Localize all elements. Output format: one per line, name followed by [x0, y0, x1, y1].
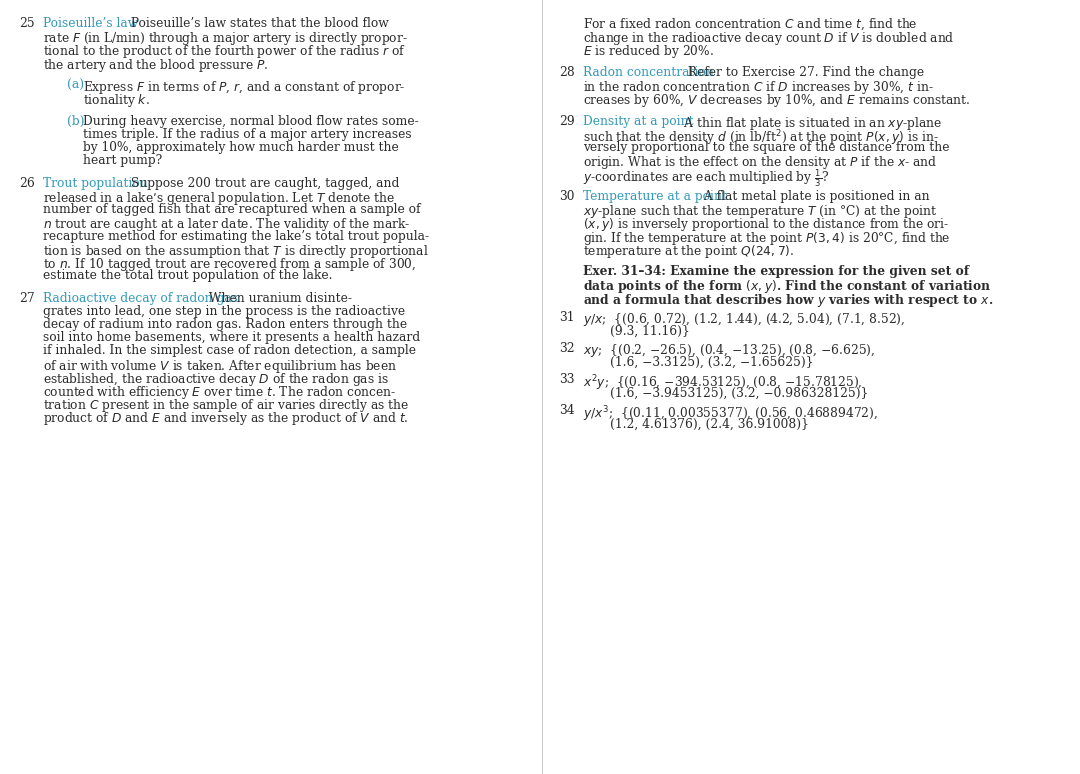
Text: temperature at the point $Q(24, 7)$.: temperature at the point $Q(24, 7)$. [583, 243, 795, 260]
Text: $y/x$;  {(0.6, 0.72), (1.2, 1.44), (4.2, 5.04), (7.1, 8.52),: $y/x$; {(0.6, 0.72), (1.2, 1.44), (4.2, … [583, 311, 905, 328]
Text: soil into home basements, where it presents a health hazard: soil into home basements, where it prese… [43, 331, 420, 344]
Text: tionality $k$.: tionality $k$. [83, 92, 150, 109]
Text: change in the radioactive decay count $D$ if $V$ is doubled and: change in the radioactive decay count $D… [583, 30, 955, 47]
Text: heart pump?: heart pump? [83, 154, 162, 167]
Text: $y/x^3$;  {(0.11, 0.00355377), (0.56, 0.46889472),: $y/x^3$; {(0.11, 0.00355377), (0.56, 0.4… [583, 405, 878, 424]
Text: Density at a point: Density at a point [583, 115, 693, 128]
Text: 31: 31 [559, 311, 575, 324]
Text: $n$ trout are caught at a later date. The validity of the mark-: $n$ trout are caught at a later date. Th… [43, 217, 410, 233]
Text: rate $F$ (in L/min) through a major artery is directly propor-: rate $F$ (in L/min) through a major arte… [43, 30, 408, 47]
Text: $xy$;  {(0.2, −26.5), (0.4, −13.25), (0.8, −6.625),: $xy$; {(0.2, −26.5), (0.4, −13.25), (0.8… [583, 342, 876, 359]
Text: 32: 32 [559, 342, 575, 355]
Text: Temperature at a point: Temperature at a point [583, 190, 727, 203]
Text: origin. What is the effect on the density at $P$ if the $x$- and: origin. What is the effect on the densit… [583, 154, 937, 171]
Text: number of tagged fish that are recaptured when a sample of: number of tagged fish that are recapture… [43, 203, 421, 216]
Text: (b): (b) [67, 115, 84, 128]
Text: For a fixed radon concentration $C$ and time $t$, find the: For a fixed radon concentration $C$ and … [583, 17, 918, 33]
Text: A thin flat plate is situated in an $xy$-plane: A thin flat plate is situated in an $xy$… [680, 115, 943, 132]
Text: $xy$-plane such that the temperature $T$ (in °C) at the point: $xy$-plane such that the temperature $T$… [583, 203, 937, 220]
Text: such that the density $d$ (in lb/ft$^2$) at the point $P(x, y)$ is in-: such that the density $d$ (in lb/ft$^2$)… [583, 128, 939, 148]
Text: if inhaled. In the simplest case of radon detection, a sample: if inhaled. In the simplest case of rado… [43, 344, 416, 358]
Text: Refer to Exercise 27. Find the change: Refer to Exercise 27. Find the change [684, 66, 923, 79]
Text: Suppose 200 trout are caught, tagged, and: Suppose 200 trout are caught, tagged, an… [127, 176, 400, 190]
Text: Poiseuille’s law states that the blood flow: Poiseuille’s law states that the blood f… [127, 17, 389, 30]
Text: (1.6, −3.9453125), (3.2, −0.986328125)}: (1.6, −3.9453125), (3.2, −0.986328125)} [610, 387, 868, 399]
Text: 27: 27 [19, 292, 35, 305]
Text: recapture method for estimating the lake’s total trout popula-: recapture method for estimating the lake… [43, 230, 430, 242]
Text: 28: 28 [559, 66, 576, 79]
Text: tration $C$ present in the sample of air varies directly as the: tration $C$ present in the sample of air… [43, 397, 409, 414]
Text: Radioactive decay of radon gas: Radioactive decay of radon gas [43, 292, 239, 305]
Text: in the radon concentration $C$ if $D$ increases by 30%, $t$ in-: in the radon concentration $C$ if $D$ in… [583, 79, 934, 96]
Text: tional to the product of the fourth power of the radius $r$ of: tional to the product of the fourth powe… [43, 43, 406, 60]
Text: $x^2y$;  {(0.16, −394.53125), (0.8, −15.78125),: $x^2y$; {(0.16, −394.53125), (0.8, −15.7… [583, 373, 863, 393]
Text: $y$-coordinates are each multiplied by $\frac{1}{3}$?: $y$-coordinates are each multiplied by $… [583, 167, 829, 190]
Text: $E$ is reduced by 20%.: $E$ is reduced by 20%. [583, 43, 714, 60]
Text: Poiseuille’s law: Poiseuille’s law [43, 17, 138, 30]
Text: (1.2, 4.61376), (2.4, 36.91008)}: (1.2, 4.61376), (2.4, 36.91008)} [610, 418, 809, 430]
Text: 25: 25 [19, 17, 35, 30]
Text: the artery and the blood pressure $P$.: the artery and the blood pressure $P$. [43, 57, 269, 74]
Text: gin. If the temperature at the point $P(3, 4)$ is 20°C, find the: gin. If the temperature at the point $P(… [583, 230, 950, 247]
Text: 29: 29 [559, 115, 576, 128]
Text: creases by 60%, $V$ decreases by 10%, and $E$ remains constant.: creases by 60%, $V$ decreases by 10%, an… [583, 92, 971, 109]
Text: tion is based on the assumption that $T$ is directly proportional: tion is based on the assumption that $T$… [43, 243, 429, 260]
Text: During heavy exercise, normal blood flow rates some-: During heavy exercise, normal blood flow… [83, 115, 419, 128]
Text: (1.6, −3.3125), (3.2, −1.65625)}: (1.6, −3.3125), (3.2, −1.65625)} [610, 355, 813, 368]
Text: (9.3, 11.16)}: (9.3, 11.16)} [610, 324, 690, 337]
Text: Express $F$ in terms of $P$, $r$, and a constant of propor-: Express $F$ in terms of $P$, $r$, and a … [83, 79, 406, 96]
Text: Radon concentration: Radon concentration [583, 66, 714, 79]
Text: data points of the form $(x, y)$. Find the constant of variation: data points of the form $(x, y)$. Find t… [583, 279, 991, 296]
Text: times triple. If the radius of a major artery increases: times triple. If the radius of a major a… [83, 128, 411, 141]
Text: 33: 33 [559, 373, 575, 386]
Text: to $n$. If 10 tagged trout are recovered from a sample of 300,: to $n$. If 10 tagged trout are recovered… [43, 256, 417, 273]
Text: 26: 26 [19, 176, 36, 190]
Text: 30: 30 [559, 190, 575, 203]
Text: Exer. 31–34: Examine the expression for the given set of: Exer. 31–34: Examine the expression for … [583, 265, 970, 278]
Text: versely proportional to the square of the distance from the: versely proportional to the square of th… [583, 141, 949, 154]
Text: and a formula that describes how $y$ varies with respect to $x$.: and a formula that describes how $y$ var… [583, 292, 994, 309]
Text: of air with volume $V$ is taken. After equilibrium has been: of air with volume $V$ is taken. After e… [43, 358, 397, 375]
Text: product of $D$ and $E$ and inversely as the product of $V$ and $t$.: product of $D$ and $E$ and inversely as … [43, 410, 409, 427]
Text: decay of radium into radon gas. Radon enters through the: decay of radium into radon gas. Radon en… [43, 318, 407, 331]
Text: released in a lake’s general population. Let $T$ denote the: released in a lake’s general population.… [43, 190, 395, 207]
Text: A flat metal plate is positioned in an: A flat metal plate is positioned in an [700, 190, 930, 203]
Text: Trout population: Trout population [43, 176, 148, 190]
Text: estimate the total trout population of the lake.: estimate the total trout population of t… [43, 269, 333, 283]
Text: (a): (a) [67, 79, 84, 92]
Text: counted with efficiency $E$ over time $t$. The radon concen-: counted with efficiency $E$ over time $t… [43, 384, 396, 401]
Text: by 10%, approximately how much harder must the: by 10%, approximately how much harder mu… [83, 141, 399, 154]
Text: $(x, y)$ is inversely proportional to the distance from the ori-: $(x, y)$ is inversely proportional to th… [583, 217, 949, 233]
Text: grates into lead, one step in the process is the radioactive: grates into lead, one step in the proces… [43, 305, 405, 318]
Text: When uranium disinte-: When uranium disinte- [205, 292, 352, 305]
Text: established, the radioactive decay $D$ of the radon gas is: established, the radioactive decay $D$ o… [43, 371, 389, 388]
Text: 34: 34 [559, 405, 575, 417]
